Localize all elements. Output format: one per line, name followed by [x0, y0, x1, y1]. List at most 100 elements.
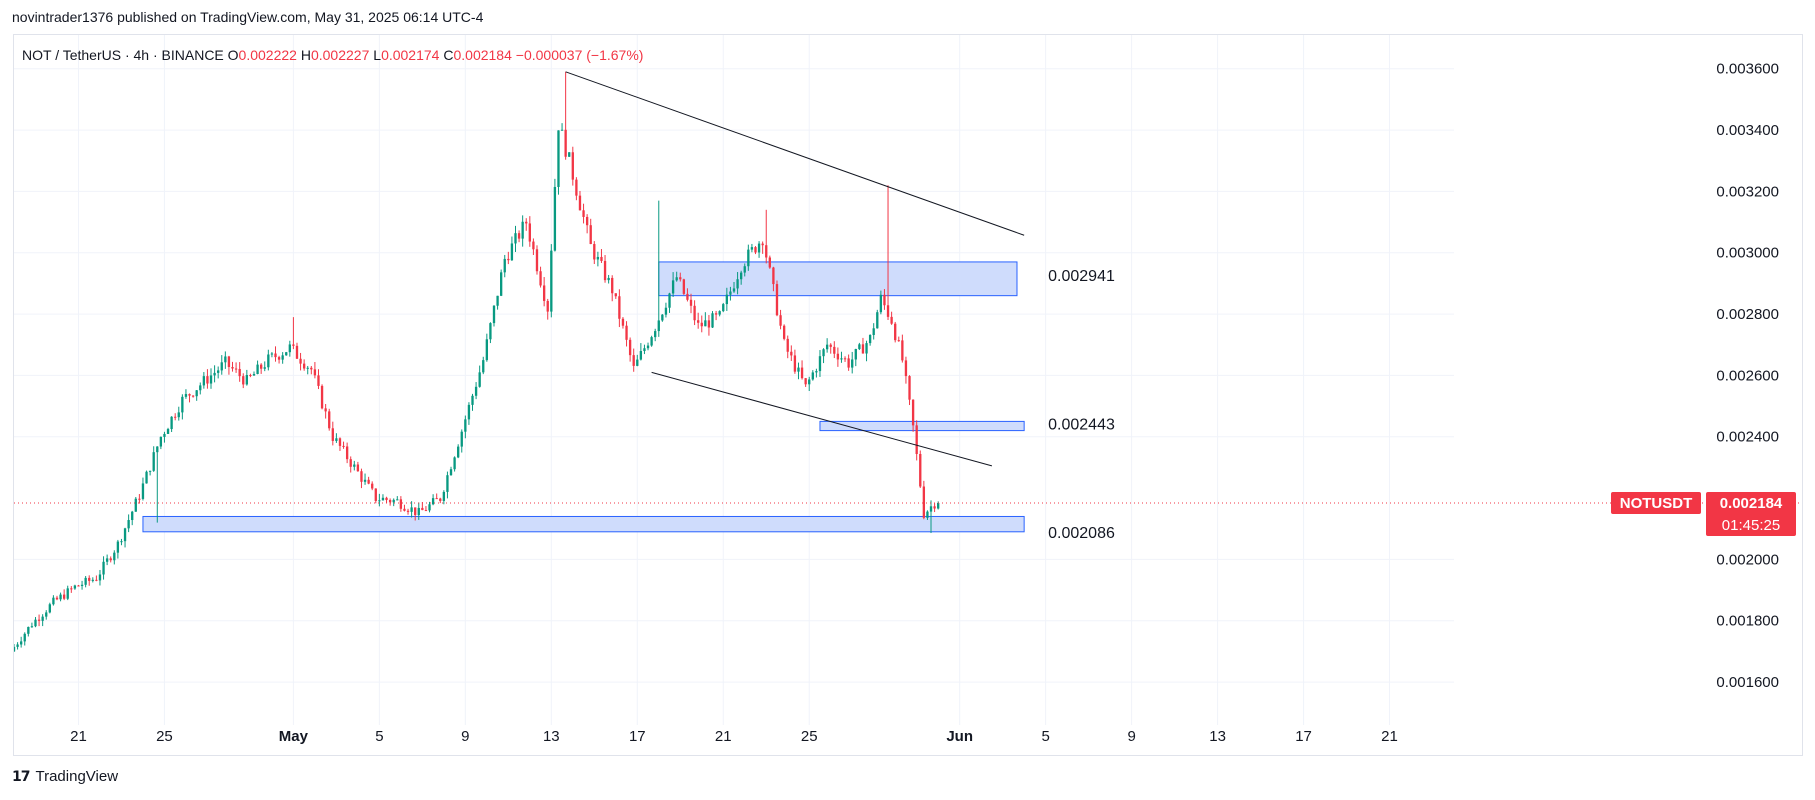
candle-body-236 [858, 344, 861, 350]
candle-body-92 [342, 445, 345, 447]
candle-body-109 [403, 508, 406, 511]
candle-body-175 [639, 351, 643, 360]
candle-body-71 [267, 354, 270, 368]
candle-body-14 [62, 594, 66, 599]
candle-body-28 [113, 552, 116, 561]
zone-2 [142, 515, 1025, 533]
candle-body-155 [568, 152, 571, 157]
y-tick-label-8: 0.001800 [1716, 613, 1779, 630]
candle-body-91 [338, 438, 342, 446]
candle-body-89 [331, 428, 334, 441]
candle-body-32 [127, 520, 130, 529]
candle-body-95 [353, 464, 356, 467]
candle-body-113 [417, 507, 420, 516]
zone-label-0: 0.002941 [1048, 268, 1115, 285]
candle-body-243 [883, 294, 886, 306]
legend-c-label: C [443, 47, 453, 63]
candle-body-203 [740, 272, 743, 280]
candle-body-103 [381, 497, 385, 501]
candle-body-173 [632, 355, 635, 366]
x-tick-label-14: 21 [1381, 728, 1398, 745]
candle-body-158 [578, 195, 582, 211]
candle-body-4 [27, 626, 30, 634]
candle-body-129 [474, 386, 478, 396]
legend-o-label: O [228, 47, 239, 63]
candle-body-177 [646, 345, 650, 349]
candle-body-248 [901, 340, 904, 361]
candle-body-134 [492, 305, 496, 324]
candle-body-132 [485, 339, 488, 361]
last-price-badge [1706, 491, 1796, 536]
price-chart[interactable]: 0.002941 0.002443 0.002086 0.003600 0.003400… [14, 35, 1802, 755]
candle-body-136 [500, 272, 503, 296]
candle-body-2 [20, 641, 23, 645]
y-tick-label-5: 0.002600 [1716, 367, 1779, 384]
x-tick-label-9: Jun [946, 728, 973, 745]
candle-body-26 [105, 558, 109, 562]
ohlc-legend: NOT / TetherUS · 4h · BINANCE O0.002222 … [22, 47, 643, 63]
x-tick-label-4: 9 [461, 728, 469, 745]
candle-body-172 [628, 339, 632, 356]
candle-body-224 [815, 371, 818, 373]
candle-body-78 [292, 344, 295, 346]
candle-body-150 [550, 250, 553, 312]
candle-body-138 [507, 258, 510, 261]
candle-body-48 [184, 394, 188, 397]
candle-body-54 [206, 376, 209, 384]
candle-body-23 [95, 579, 98, 581]
candle-body-240 [872, 328, 875, 336]
candle-body-162 [593, 244, 596, 260]
x-tick-label-13: 17 [1295, 728, 1312, 745]
x-tick-label-6: 17 [629, 728, 646, 745]
y-tick-label-9: 0.001600 [1716, 674, 1779, 691]
candle-body-31 [123, 528, 127, 542]
candle-body-66 [249, 375, 252, 377]
y-tick-label-1: 0.003400 [1716, 122, 1779, 139]
candle-body-10 [48, 604, 51, 613]
x-tick-label-7: 21 [715, 728, 732, 745]
y-tick-label-3: 0.003000 [1716, 245, 1779, 262]
candle-body-30 [120, 541, 123, 543]
candle-body-65 [245, 375, 248, 385]
candle-body-62 [234, 368, 238, 370]
candle-body-97 [360, 471, 363, 482]
candle-body-171 [625, 325, 628, 340]
candle-body-51 [195, 390, 198, 397]
candle-body-76 [285, 352, 288, 356]
candle-body-193 [704, 320, 707, 327]
candle-body-168 [614, 293, 617, 297]
y-tick-label-4: 0.002800 [1716, 306, 1779, 323]
candle-body-170 [621, 318, 625, 326]
y-tick-label-2: 0.003200 [1716, 183, 1779, 200]
candle-body-83 [310, 367, 313, 370]
candle-body-112 [414, 507, 417, 516]
candle-body-116 [428, 504, 431, 511]
candle-body-126 [464, 419, 467, 432]
footer: 𝟭𝟳 TradingView [12, 768, 118, 785]
candle-body-199 [725, 294, 728, 305]
candle-body-22 [91, 579, 94, 581]
candle-body-211 [768, 257, 771, 268]
candle-body-208 [757, 243, 761, 253]
chart-frame: 0.002941 0.002443 0.002086 0.003600 0.003400… [13, 34, 1803, 756]
candle-body-70 [263, 367, 266, 369]
candle-body-124 [457, 446, 460, 458]
candle-body-222 [808, 379, 811, 385]
candle-body-221 [804, 378, 807, 385]
candle-body-202 [736, 279, 739, 289]
candle-body-127 [467, 404, 471, 420]
x-tick-label-2: May [279, 728, 309, 745]
candle-body-67 [252, 374, 256, 376]
candle-body-35 [138, 498, 141, 500]
candle-body-84 [313, 369, 317, 376]
zone-1 [819, 420, 1025, 432]
candle-body-49 [188, 394, 191, 396]
candle-body-215 [782, 325, 786, 339]
candle-body-142 [521, 221, 524, 239]
candle-body-139 [510, 243, 514, 261]
candle-body-75 [281, 355, 284, 360]
symbol-badge [1611, 491, 1701, 514]
candle-body-227 [825, 344, 829, 350]
candle-body-157 [575, 179, 578, 196]
candle-body-101 [374, 488, 377, 501]
